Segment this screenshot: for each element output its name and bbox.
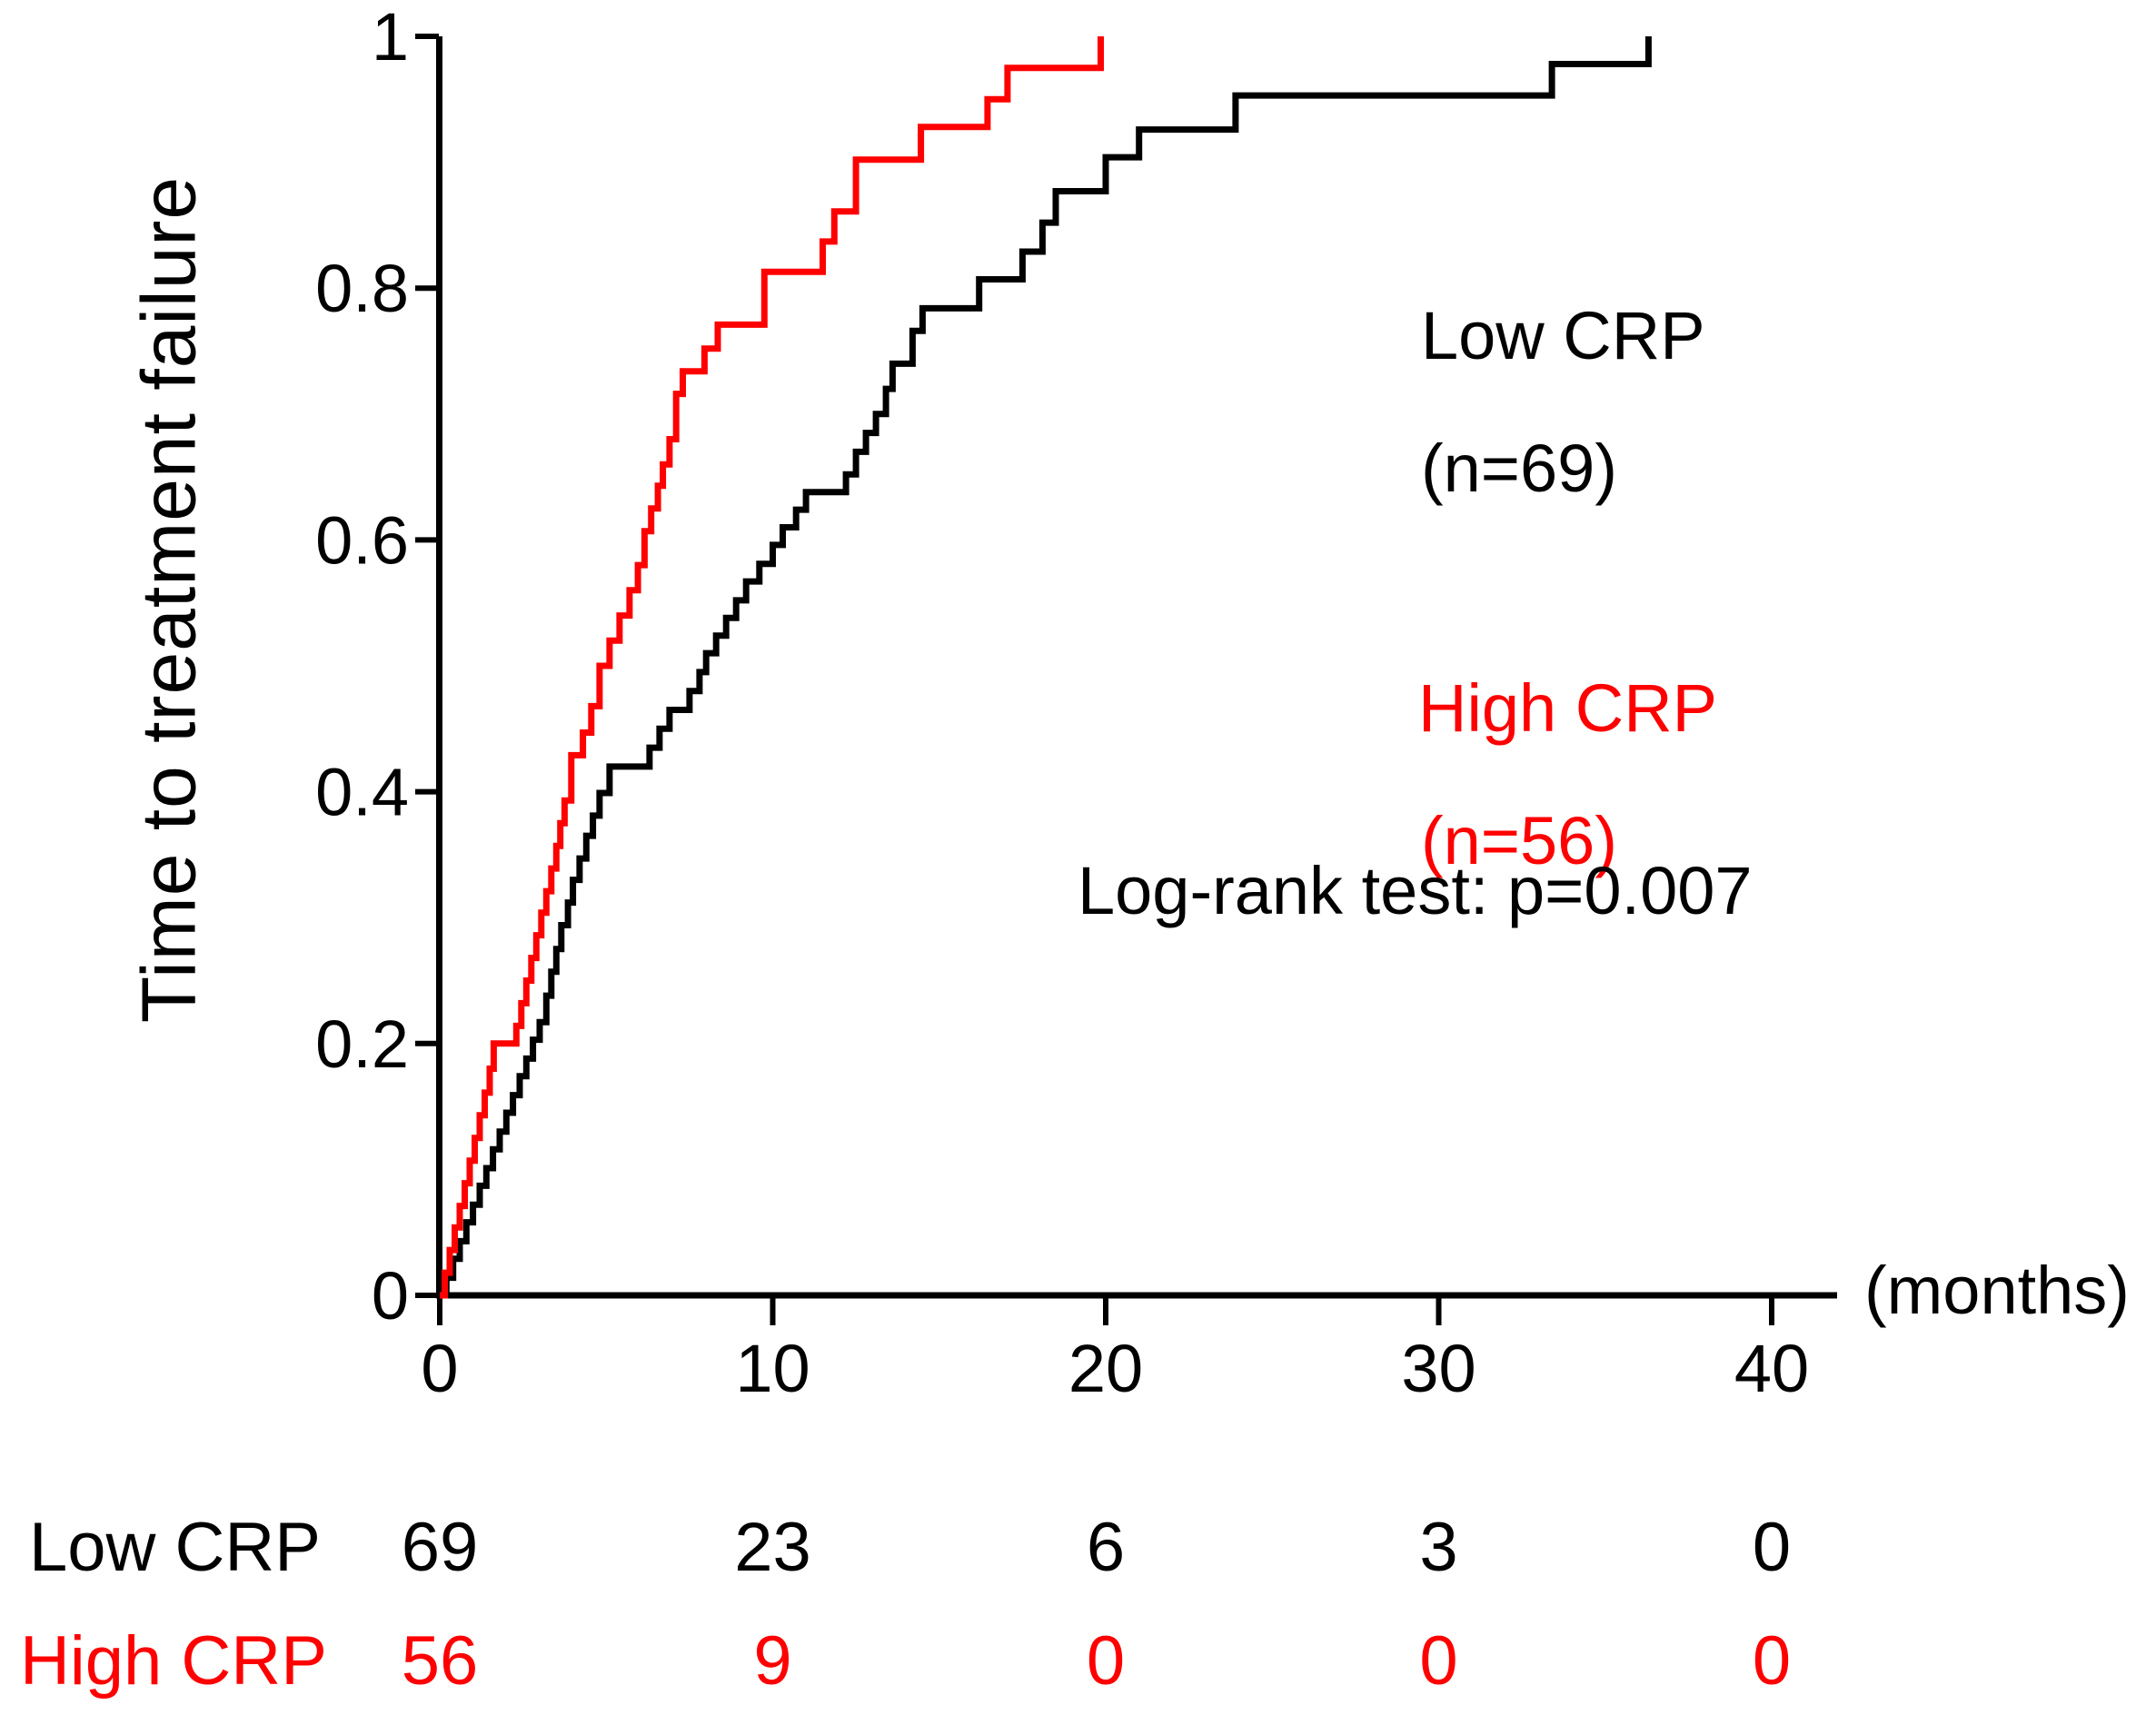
- risk-row-label-high-crp: High CRP: [20, 1622, 327, 1700]
- risk-count-low-crp: 6: [1086, 1509, 1126, 1586]
- risk-count-high-crp: 0: [1086, 1622, 1126, 1700]
- risk-count-low-crp: 69: [401, 1509, 479, 1586]
- x-tick-label: 30: [1401, 1331, 1475, 1406]
- y-axis-title: Time to treatment failure: [125, 175, 212, 1024]
- y-tick-label: 0.8: [315, 251, 409, 326]
- risk-row-label-low-crp: Low CRP: [29, 1509, 321, 1586]
- curve-high-crp: [440, 36, 1104, 1299]
- risk-count-low-crp: 0: [1752, 1509, 1792, 1586]
- log-rank-annotation: Log-rank test: p=0.007: [1078, 853, 1753, 928]
- x-axis-unit-label: (months): [1864, 1253, 2130, 1328]
- legend-high-crp-name: High CRP: [1418, 670, 1717, 746]
- y-tick-label: 0.4: [315, 755, 409, 830]
- risk-count-low-crp: 3: [1419, 1509, 1458, 1586]
- x-tick-label: 20: [1068, 1331, 1143, 1406]
- risk-count-high-crp: 0: [1752, 1622, 1792, 1700]
- risk-count-high-crp: 56: [401, 1622, 479, 1700]
- y-tick-label: 1: [372, 0, 409, 74]
- y-tick-label: 0.2: [315, 1006, 409, 1082]
- curve-low-crp: [440, 36, 1652, 1299]
- y-tick-label: 0.6: [315, 502, 409, 578]
- risk-count-high-crp: 9: [753, 1622, 792, 1700]
- x-tick-label: 40: [1734, 1331, 1809, 1406]
- risk-count-high-crp: 0: [1419, 1622, 1458, 1700]
- y-tick-label: 0: [372, 1258, 409, 1333]
- legend-high-crp-n: (n=56): [1421, 803, 1617, 878]
- x-tick-label: 0: [421, 1331, 458, 1406]
- risk-count-low-crp: 23: [734, 1509, 811, 1586]
- legend-low-crp-n: (n=69): [1421, 431, 1617, 506]
- legend-low-crp-name: Low CRP: [1421, 298, 1705, 373]
- x-tick-label: 10: [735, 1331, 810, 1406]
